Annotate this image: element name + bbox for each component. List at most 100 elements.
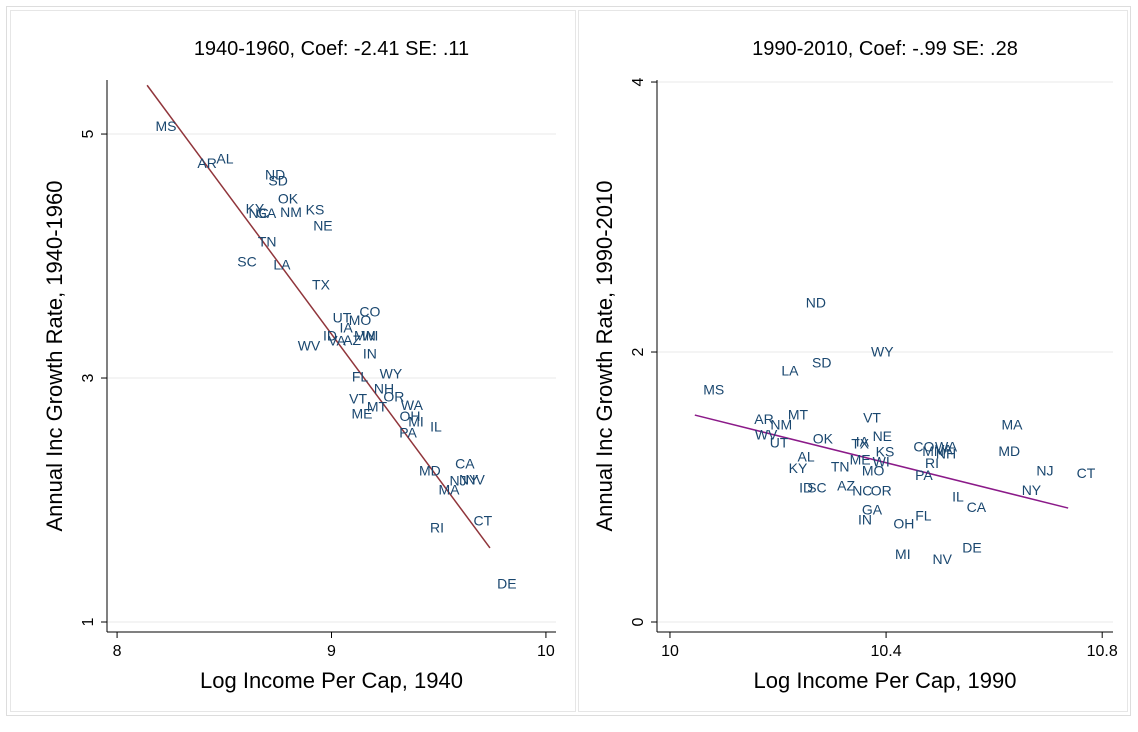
state-point: OH (893, 516, 914, 532)
state-point: WI (873, 454, 890, 470)
state-point: SD (812, 355, 831, 371)
state-point: DE (497, 576, 516, 592)
state-point: AR (197, 155, 216, 171)
state-point: OR (383, 389, 404, 405)
y-axis-label: Annual Inc Growth Rate, 1940-1960 (42, 180, 67, 531)
state-point: IL (952, 489, 964, 505)
state-point: AZ (837, 478, 855, 494)
state-point: WA (401, 397, 424, 413)
state-point: NJ (1036, 463, 1053, 479)
state-point: SC (237, 254, 256, 270)
state-point: RI (925, 455, 939, 471)
x-tick-label: 10.4 (871, 643, 902, 660)
state-point: NJ (449, 473, 466, 489)
state-point: MO (862, 463, 885, 479)
x-axis-label: Log Income Per Cap, 1990 (754, 668, 1017, 693)
state-point: UT (333, 310, 352, 326)
state-point: NV (465, 472, 485, 488)
state-point: MN (354, 328, 376, 344)
state-point: NC (248, 205, 268, 221)
state-point: FL (352, 369, 369, 385)
state-point: WY (871, 344, 894, 360)
state-point: ME (351, 406, 372, 422)
state-point: RI (430, 520, 444, 536)
figure-border (6, 6, 1131, 716)
state-point: UT (770, 435, 789, 451)
state-point: CT (1077, 465, 1096, 481)
panel-border (10, 10, 576, 712)
state-point: TX (851, 436, 870, 452)
x-axis-label: Log Income Per Cap, 1940 (200, 668, 463, 693)
state-point: FL (915, 508, 932, 524)
state-point: MN (922, 443, 944, 459)
state-point: OR (871, 483, 892, 499)
state-point: CO (913, 439, 934, 455)
state-point: VT (349, 391, 367, 407)
state-point: GA (256, 205, 277, 221)
state-point: MA (1001, 417, 1023, 433)
state-point: WI (361, 328, 378, 344)
x-tick-label: 9 (327, 643, 336, 660)
state-point: PA (399, 425, 417, 441)
chart-title: 1940-1960, Coef: -2.41 SE: .11 (194, 38, 469, 60)
state-point: SC (807, 480, 826, 496)
y-tick-label: 5 (80, 129, 97, 138)
fit-line (146, 84, 491, 549)
state-point: ME (850, 452, 871, 468)
state-point: NE (313, 218, 332, 234)
state-point: IN (363, 346, 377, 362)
state-point: AZ (343, 332, 361, 348)
state-point: LA (273, 257, 291, 273)
state-point: MT (788, 407, 809, 423)
state-point: MD (998, 443, 1020, 459)
state-point: MS (703, 382, 724, 398)
state-point: NM (770, 417, 792, 433)
chart-title: 1990-2010, Coef: -.99 SE: .28 (752, 38, 1018, 60)
state-point: VA (935, 441, 953, 457)
state-point: MI (895, 546, 911, 562)
state-point: AL (216, 151, 233, 167)
y-tick-label: 1 (80, 617, 97, 626)
state-point: NH (936, 446, 956, 462)
state-point: IN (858, 512, 872, 528)
state-point: GA (862, 502, 883, 518)
state-point: NC (852, 483, 872, 499)
state-point: WA (935, 439, 958, 455)
state-point: IA (339, 320, 353, 336)
state-point: KY (246, 201, 265, 217)
state-point: KY (789, 460, 808, 476)
panel-border (578, 10, 1128, 712)
state-point: ND (806, 295, 826, 311)
state-point: VA (328, 333, 346, 349)
state-point: CA (455, 456, 475, 472)
y-tick-label: 2 (630, 347, 647, 356)
state-point: MI (408, 414, 424, 430)
state-point: MO (349, 312, 372, 328)
state-point: NV (933, 551, 953, 567)
state-point: OK (813, 431, 834, 447)
x-tick-label: 10 (661, 643, 679, 660)
state-point: VT (863, 410, 881, 426)
x-tick-label: 10 (537, 643, 555, 660)
state-point: ND (265, 167, 285, 183)
state-point: AL (798, 449, 815, 465)
state-point: ID (799, 480, 813, 496)
fit-line (694, 414, 1069, 509)
state-point: MA (439, 482, 461, 498)
state-point: MD (419, 463, 441, 479)
y-tick-label: 3 (80, 373, 97, 382)
state-point: SD (268, 173, 287, 189)
state-point: CT (474, 513, 493, 529)
state-point: OH (399, 408, 420, 424)
state-point: NH (374, 381, 394, 397)
state-point: NM (280, 204, 302, 220)
y-axis-label: Annual Inc Growth Rate, 1990-2010 (592, 180, 617, 531)
y-tick-label: 0 (630, 617, 647, 626)
y-tick-label: 4 (630, 77, 647, 86)
state-point: NY (1022, 482, 1042, 498)
state-point: MT (367, 399, 388, 415)
state-point: ID (323, 328, 337, 344)
state-point: LA (781, 363, 799, 379)
